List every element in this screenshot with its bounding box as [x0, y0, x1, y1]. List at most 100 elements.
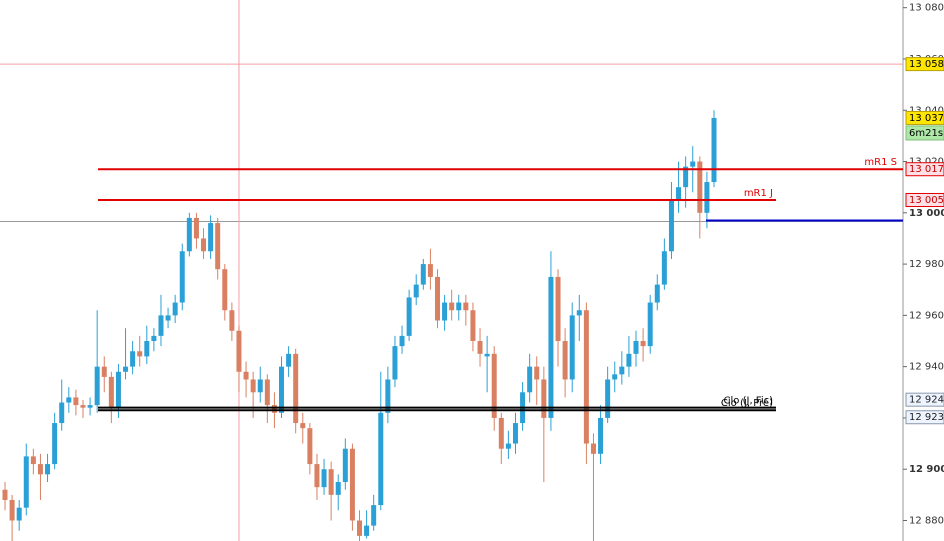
candle-body — [399, 335, 405, 347]
candle-body — [30, 456, 36, 465]
candle-body — [314, 464, 320, 488]
candle-body — [250, 379, 256, 393]
candle-body — [293, 353, 299, 424]
candle-body — [52, 423, 58, 465]
candle-body — [690, 161, 696, 167]
candle-body — [590, 443, 596, 454]
y-tick-label: 12 940 — [909, 362, 944, 373]
candle-body — [562, 341, 568, 380]
candle-body — [73, 397, 79, 406]
candle-body — [271, 405, 277, 413]
candle-body — [498, 417, 504, 449]
candle-body — [144, 341, 150, 357]
y-tick-label: 13 080 — [909, 3, 944, 14]
y-tick-label: 13 000 — [909, 208, 944, 219]
candle-body — [449, 302, 455, 311]
candle-body — [555, 276, 561, 342]
candle-body — [647, 302, 653, 347]
candle-body — [349, 448, 355, 521]
last-price-tag: 13 037, — [909, 113, 944, 124]
candle-body — [357, 520, 362, 536]
candle-body — [9, 499, 15, 521]
candle-body — [186, 217, 192, 252]
candle-body — [683, 166, 689, 188]
candle-body — [101, 366, 107, 377]
candle-body — [491, 353, 497, 418]
level-tag: 12 924, — [909, 395, 944, 406]
candle-body — [172, 302, 178, 316]
candle-body — [612, 374, 618, 380]
crosshair-tag: 13 058, — [909, 59, 944, 70]
level-label: mR1 J — [744, 188, 773, 199]
candle-body — [179, 251, 185, 303]
y-tick-label: 12 900 — [909, 464, 944, 475]
candle-body — [378, 412, 384, 506]
candle-body — [413, 284, 419, 298]
candle-body — [37, 464, 43, 475]
level-tag: 13 017, — [909, 164, 944, 175]
candle-body — [484, 353, 490, 357]
y-tick-label: 12 880 — [909, 515, 944, 526]
candle-body — [711, 117, 717, 183]
candle-body — [130, 351, 136, 367]
candle-body — [619, 366, 625, 375]
candle-body — [385, 379, 391, 413]
candle-body — [16, 507, 22, 521]
candle-body — [633, 341, 639, 354]
candle-body — [236, 330, 242, 372]
candle-body — [697, 161, 703, 213]
candle-body — [2, 489, 8, 500]
candle-body — [137, 351, 143, 357]
level-label: Clo (J, Pré) — [721, 397, 773, 409]
candle-body — [442, 302, 448, 321]
candle-body — [328, 469, 334, 495]
candle-body — [434, 276, 440, 321]
candle-body — [661, 251, 667, 285]
candle-body — [668, 199, 674, 252]
candle-body — [527, 366, 533, 393]
candle-body — [151, 335, 157, 342]
candle-body — [222, 269, 228, 311]
y-tick-label: 13 020 — [909, 157, 944, 168]
candle-body — [158, 315, 164, 336]
candle-body — [123, 366, 129, 372]
candle-body — [115, 371, 121, 408]
candle-body — [59, 402, 65, 424]
candle-body — [243, 371, 249, 380]
candle-body — [307, 428, 313, 465]
candle-body — [364, 525, 370, 536]
candle-body — [264, 379, 270, 406]
crosshair-tag-box — [905, 57, 944, 72]
candle-body — [541, 379, 547, 418]
candle-body — [229, 310, 235, 331]
candle-body — [201, 238, 207, 252]
candle-body — [626, 353, 632, 367]
level-tag: 12 923, — [909, 412, 944, 423]
candle-body — [676, 187, 682, 200]
candle-body — [583, 310, 589, 444]
candle-body — [279, 366, 285, 413]
candle-body — [406, 297, 412, 336]
candle-body — [87, 405, 93, 408]
candle-body — [640, 341, 646, 347]
candle-body — [66, 397, 72, 403]
candle-body — [286, 353, 292, 367]
last-price-tag-box — [905, 110, 944, 125]
candle-body — [321, 469, 327, 488]
y-tick-label: 13 040 — [909, 105, 944, 116]
candle-body — [94, 366, 100, 406]
candle-body — [534, 366, 540, 380]
candle-body — [257, 379, 263, 393]
candle-body — [598, 417, 604, 454]
candle-body — [392, 346, 398, 380]
candle-body — [300, 423, 306, 429]
y-tick-label: 12 960 — [909, 310, 944, 321]
candle-body — [463, 302, 469, 311]
candle-body — [193, 217, 199, 239]
timer: 6m21s — [909, 128, 943, 139]
timer-box — [905, 125, 944, 141]
y-tick-label: 12 980 — [909, 259, 944, 270]
candle-body — [80, 405, 86, 408]
candle-body — [208, 223, 214, 252]
